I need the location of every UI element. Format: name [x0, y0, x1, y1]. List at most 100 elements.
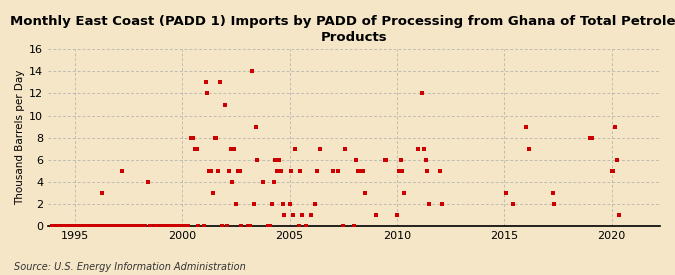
Point — [309, 202, 320, 206]
Point — [190, 147, 200, 151]
Point — [163, 224, 173, 228]
Point — [295, 169, 306, 173]
Point — [359, 191, 370, 195]
Point — [413, 147, 424, 151]
Point — [220, 102, 231, 107]
Point — [243, 224, 254, 228]
Point — [273, 158, 284, 162]
Point — [74, 224, 84, 228]
Point — [80, 224, 91, 228]
Point — [138, 224, 148, 228]
Point — [234, 169, 245, 173]
Point — [63, 224, 74, 228]
Point — [284, 202, 295, 206]
Point — [205, 169, 216, 173]
Point — [327, 169, 338, 173]
Point — [193, 224, 204, 228]
Point — [286, 169, 297, 173]
Point — [168, 224, 179, 228]
Point — [215, 80, 225, 85]
Point — [100, 224, 111, 228]
Point — [157, 224, 168, 228]
Point — [354, 169, 365, 173]
Point — [352, 169, 363, 173]
Point — [129, 224, 140, 228]
Point — [216, 224, 227, 228]
Point — [288, 213, 299, 217]
Point — [146, 224, 157, 228]
Point — [300, 224, 311, 228]
Point — [248, 202, 259, 206]
Point — [231, 202, 242, 206]
Point — [114, 224, 125, 228]
Point — [91, 224, 102, 228]
Point — [124, 224, 134, 228]
Point — [154, 224, 165, 228]
Point — [198, 224, 209, 228]
Point — [610, 124, 621, 129]
Point — [57, 224, 68, 228]
Point — [116, 169, 127, 173]
Point — [109, 224, 119, 228]
Point — [70, 224, 80, 228]
Point — [311, 169, 322, 173]
Point — [171, 224, 182, 228]
Point — [315, 147, 325, 151]
Point — [132, 224, 143, 228]
Point — [265, 224, 275, 228]
Point — [87, 224, 98, 228]
Point — [66, 224, 77, 228]
Point — [585, 135, 595, 140]
Point — [420, 158, 431, 162]
Point — [122, 224, 132, 228]
Point — [148, 224, 159, 228]
Point — [422, 169, 433, 173]
Point — [95, 224, 105, 228]
Point — [245, 224, 256, 228]
Point — [349, 224, 360, 228]
Point — [118, 224, 129, 228]
Point — [179, 224, 190, 228]
Point — [436, 202, 447, 206]
Point — [392, 213, 402, 217]
Point — [165, 224, 176, 228]
Point — [97, 191, 107, 195]
Point — [416, 91, 427, 96]
Point — [379, 158, 390, 162]
Point — [209, 135, 220, 140]
Point — [182, 224, 193, 228]
Point — [350, 158, 361, 162]
Point — [200, 80, 211, 85]
Point — [161, 224, 171, 228]
Point — [246, 69, 257, 74]
Point — [275, 169, 286, 173]
Point — [107, 224, 118, 228]
Point — [524, 147, 535, 151]
Point — [396, 158, 406, 162]
Point — [113, 224, 124, 228]
Title: Monthly East Coast (PADD 1) Imports by PADD of Processing from Ghana of Total Pe: Monthly East Coast (PADD 1) Imports by P… — [9, 15, 675, 44]
Point — [136, 224, 146, 228]
Point — [103, 224, 114, 228]
Point — [268, 180, 279, 184]
Point — [77, 224, 88, 228]
Point — [547, 191, 558, 195]
Point — [92, 224, 103, 228]
Point — [333, 169, 344, 173]
Point — [53, 224, 64, 228]
Point — [152, 224, 163, 228]
Point — [170, 224, 181, 228]
Point — [263, 224, 273, 228]
Point — [125, 224, 136, 228]
Point — [614, 213, 624, 217]
Point — [72, 224, 82, 228]
Point — [225, 147, 236, 151]
Point — [176, 224, 186, 228]
Point — [155, 224, 166, 228]
Point — [150, 224, 161, 228]
Point — [277, 202, 288, 206]
Point — [166, 224, 177, 228]
Point — [358, 169, 369, 173]
Point — [204, 169, 215, 173]
Point — [608, 169, 619, 173]
